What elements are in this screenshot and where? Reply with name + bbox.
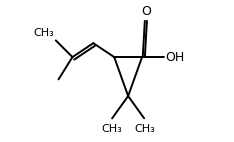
Text: CH₃: CH₃	[101, 124, 122, 134]
Text: O: O	[141, 5, 151, 18]
Text: OH: OH	[165, 51, 184, 64]
Text: CH₃: CH₃	[33, 28, 54, 38]
Text: CH₃: CH₃	[135, 124, 155, 134]
